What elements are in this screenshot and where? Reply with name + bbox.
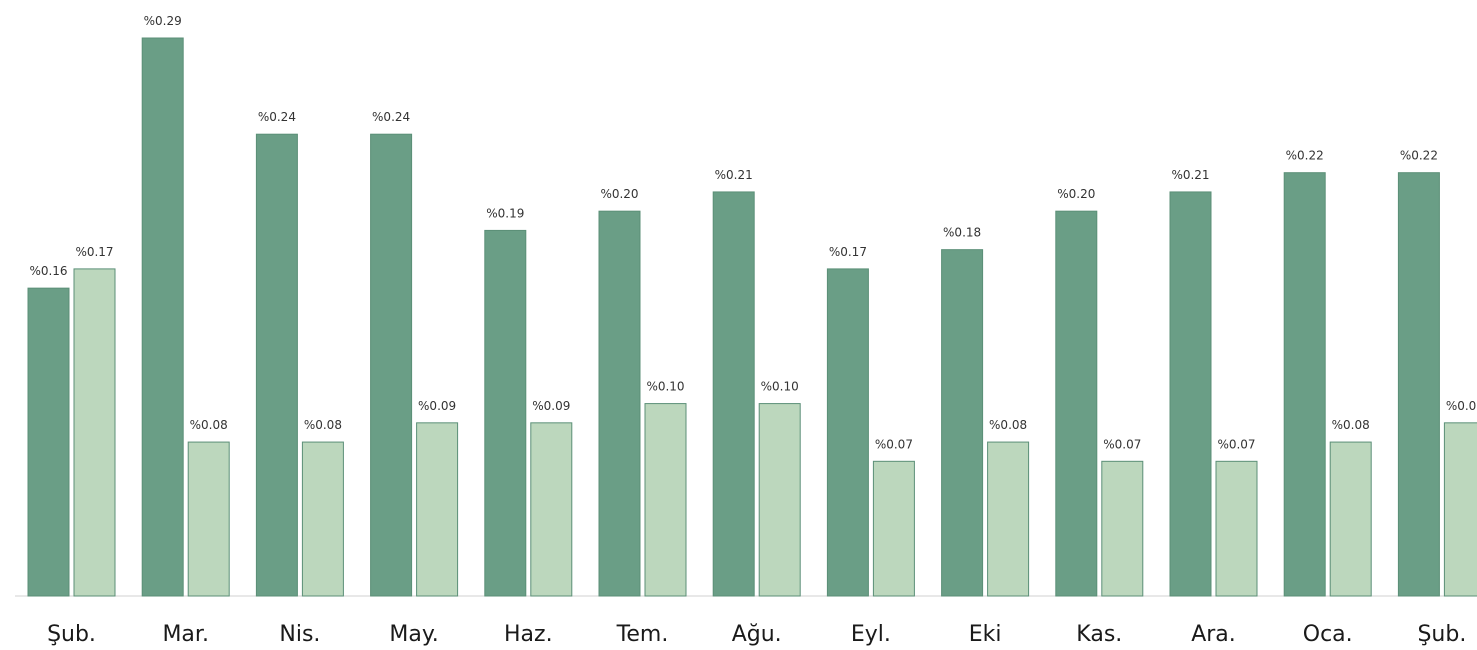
value-label-s2-4: %0.09 [532, 399, 570, 413]
bar-s2-10 [1215, 460, 1258, 597]
value-label-s1-1: %0.29 [144, 14, 182, 28]
bar-s2-1 [187, 441, 230, 597]
bar-s2-0 [73, 268, 116, 597]
value-label-s2-2: %0.08 [304, 418, 342, 432]
x-tick-label: Eyl. [851, 622, 891, 647]
bar-s1-1 [141, 37, 184, 597]
bar-s1-0 [27, 287, 70, 597]
bars-group [27, 37, 1477, 597]
bar-s2-9 [1101, 460, 1144, 597]
bar-s1-4 [484, 229, 527, 597]
value-label-s1-2: %0.24 [258, 110, 296, 124]
bar-s2-7 [872, 460, 915, 597]
x-tick-label: Tem. [616, 622, 669, 647]
bar-s2-5 [644, 403, 687, 597]
bar-s1-10 [1169, 191, 1212, 597]
value-label-s2-12: %0.09 [1446, 399, 1477, 413]
value-label-s2-9: %0.07 [1103, 437, 1141, 451]
value-label-s2-3: %0.09 [418, 399, 456, 413]
x-tick-label: Nis. [279, 622, 320, 647]
value-label-s1-8: %0.18 [943, 226, 981, 240]
value-label-s1-0: %0.16 [29, 264, 67, 278]
x-tick-label: Ara. [1191, 622, 1236, 647]
value-label-s2-0: %0.17 [75, 245, 113, 259]
value-label-s2-6: %0.10 [761, 380, 799, 394]
x-tick-label: May. [389, 622, 438, 647]
bar-s1-12 [1397, 172, 1440, 597]
value-label-s1-12: %0.22 [1400, 149, 1438, 163]
value-label-s2-1: %0.08 [190, 418, 228, 432]
bar-s1-6 [712, 191, 755, 597]
value-label-s2-10: %0.07 [1217, 437, 1255, 451]
x-tick-label: Haz. [504, 622, 553, 647]
bar-s1-2 [255, 133, 298, 597]
value-label-s1-9: %0.20 [1057, 187, 1095, 201]
x-tick-label: Ağu. [732, 622, 782, 647]
bar-s2-4 [530, 422, 573, 597]
bar-s2-8 [987, 441, 1030, 597]
value-label-s1-6: %0.21 [715, 168, 753, 182]
bar-s1-9 [1055, 210, 1098, 597]
value-label-s1-11: %0.22 [1286, 149, 1324, 163]
value-label-s1-4: %0.19 [486, 206, 524, 220]
value-label-s2-8: %0.08 [989, 418, 1027, 432]
bar-s1-3 [370, 133, 413, 597]
bar-s1-5 [598, 210, 641, 597]
bar-s1-8 [941, 249, 984, 597]
x-tick-label: Şub. [47, 622, 96, 647]
bar-s2-11 [1329, 441, 1372, 597]
value-label-s2-7: %0.07 [875, 437, 913, 451]
bar-s1-7 [826, 268, 869, 597]
x-tick-label: Oca. [1303, 622, 1353, 647]
bar-s2-3 [416, 422, 459, 597]
value-labels-group: %0.16 %0.17 %0.29 %0.08 %0.24 %0.08 %0.24 %0.09… [29, 14, 1477, 451]
value-label-s1-5: %0.20 [600, 187, 638, 201]
bar-s2-6 [758, 403, 801, 597]
value-label-s1-7: %0.17 [829, 245, 867, 259]
value-label-s1-3: %0.24 [372, 110, 410, 124]
x-tick-label: Şub. [1417, 622, 1466, 647]
value-label-s2-11: %0.08 [1332, 418, 1370, 432]
x-tick-label: Mar. [162, 622, 208, 647]
bar-s2-2 [301, 441, 344, 597]
x-tick-label: Kas. [1076, 622, 1122, 647]
bar-s1-11 [1283, 172, 1326, 597]
x-tick-label: Eki [969, 622, 1002, 647]
category-labels-group: Şub. Mar. Nis. May. Haz. Tem. Ağu. Eyl. Eki Kas. A… [47, 622, 1466, 647]
value-label-s1-10: %0.21 [1171, 168, 1209, 182]
value-label-s2-5: %0.10 [646, 380, 684, 394]
bar-s2-12 [1443, 422, 1477, 597]
